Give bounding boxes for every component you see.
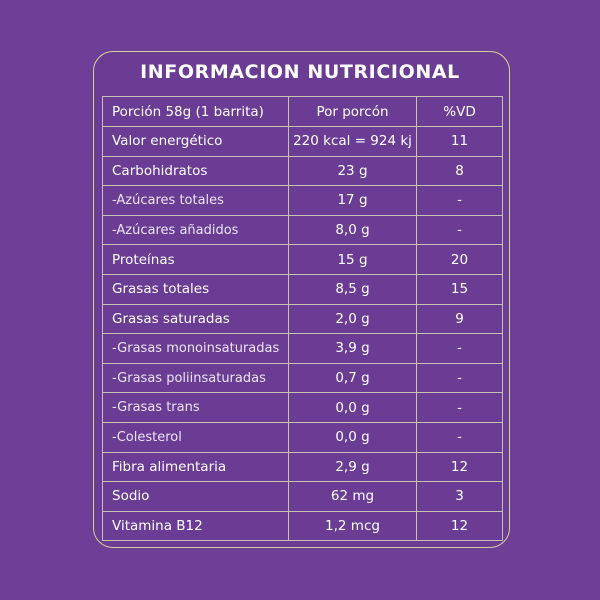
nutrient-name: Carbohidratos — [102, 155, 289, 187]
nutrient-row: -Colesterol 0,0 g- — [102, 421, 503, 453]
nutrient-amount: 23 g — [288, 155, 417, 187]
nutrient-vd: - — [416, 333, 503, 364]
nutrient-amount: 2,9 g — [288, 451, 417, 483]
nutrient-vd: 11 — [416, 126, 503, 157]
nutrient-vd: - — [416, 362, 503, 394]
nutrient-name: Valor energético — [102, 126, 289, 157]
nutrient-name: Sodio — [102, 481, 289, 512]
nutrient-row: Sodio 62 mg 3 — [102, 481, 503, 512]
nutrient-amount: 17 g — [288, 185, 417, 216]
nutrient-row: -Grasas trans 0,0 g- — [102, 392, 503, 423]
nutrient-row: Grasas totales 8,5 g 15 — [102, 273, 503, 305]
nutrient-name: Vitamina B12 — [102, 510, 289, 542]
nutrient-row: Fibra alimentaria 2,9 g 12 — [102, 451, 503, 483]
nutrient-vd: 12 — [416, 451, 503, 483]
table-header-row: Porción 58g (1 barrita) Por porcón %VD — [102, 96, 503, 127]
nutrient-amount: 3,9 g — [288, 333, 417, 364]
nutrient-name: -Grasas trans — [102, 392, 289, 423]
nutrient-name: -Azúcares totales — [102, 185, 289, 216]
nutrient-amount: 8,0 g — [288, 214, 417, 246]
nutrient-vd: 8 — [416, 155, 503, 187]
nutrient-amount: 0,7 g — [288, 362, 417, 394]
nutrient-name: Proteínas — [102, 244, 289, 275]
header-vd: %VD — [416, 96, 503, 127]
nutrient-vd: 9 — [416, 303, 503, 335]
nutrient-vd: 12 — [416, 510, 503, 542]
nutrient-name: -Grasas monoinsaturadas — [102, 333, 289, 364]
header-portion: Porción 58g (1 barrita) — [102, 96, 289, 127]
nutrient-row: Proteínas 15 g 20 — [102, 244, 503, 275]
nutrition-table: Porción 58g (1 barrita) Por porcón %VD V… — [102, 96, 503, 542]
nutrient-vd: 15 — [416, 273, 503, 305]
nutrient-row: -Grasas poliinsaturadas 0,7 g- — [102, 362, 503, 394]
nutrient-name: Fibra alimentaria — [102, 451, 289, 483]
nutrient-amount: 62 mg — [288, 481, 417, 512]
nutrient-vd: - — [416, 392, 503, 423]
nutrient-amount: 2,0 g — [288, 303, 417, 335]
nutrient-amount: 0,0 g — [288, 421, 417, 453]
nutrient-vd: - — [416, 214, 503, 246]
nutrient-name: -Grasas poliinsaturadas — [102, 362, 289, 394]
nutrient-name: -Azúcares añadidos — [102, 214, 289, 246]
nutrient-vd: - — [416, 421, 503, 453]
nutrient-name: -Colesterol — [102, 421, 289, 453]
nutrient-name: Grasas saturadas — [102, 303, 289, 335]
nutrient-amount: 8,5 g — [288, 273, 417, 305]
nutrient-row: -Azúcares añadidos 8,0 g- — [102, 214, 503, 246]
nutrient-row: -Azúcares totales 17 g- — [102, 185, 503, 216]
nutrition-table-body: Porción 58g (1 barrita) Por porcón %VD V… — [102, 96, 503, 542]
nutrient-amount: 0,0 g — [288, 392, 417, 423]
header-per-portion: Por porcón — [288, 96, 417, 127]
nutrient-amount: 220 kcal = 924 kj — [288, 126, 417, 157]
nutrient-row: Vitamina B12 1,2 mcg 12 — [102, 510, 503, 542]
label-title: INFORMACION NUTRICIONAL — [140, 61, 460, 83]
nutrient-amount: 15 g — [288, 244, 417, 275]
nutrient-row: Valor energético 220 kcal = 924 kj 11 — [102, 126, 503, 157]
nutrient-row: -Grasas monoinsaturadas 3,9 g- — [102, 333, 503, 364]
nutrient-vd: - — [416, 185, 503, 216]
nutrient-name: Grasas totales — [102, 273, 289, 305]
nutrient-vd: 20 — [416, 244, 503, 275]
nutrient-vd: 3 — [416, 481, 503, 512]
nutrient-amount: 1,2 mcg — [288, 510, 417, 542]
